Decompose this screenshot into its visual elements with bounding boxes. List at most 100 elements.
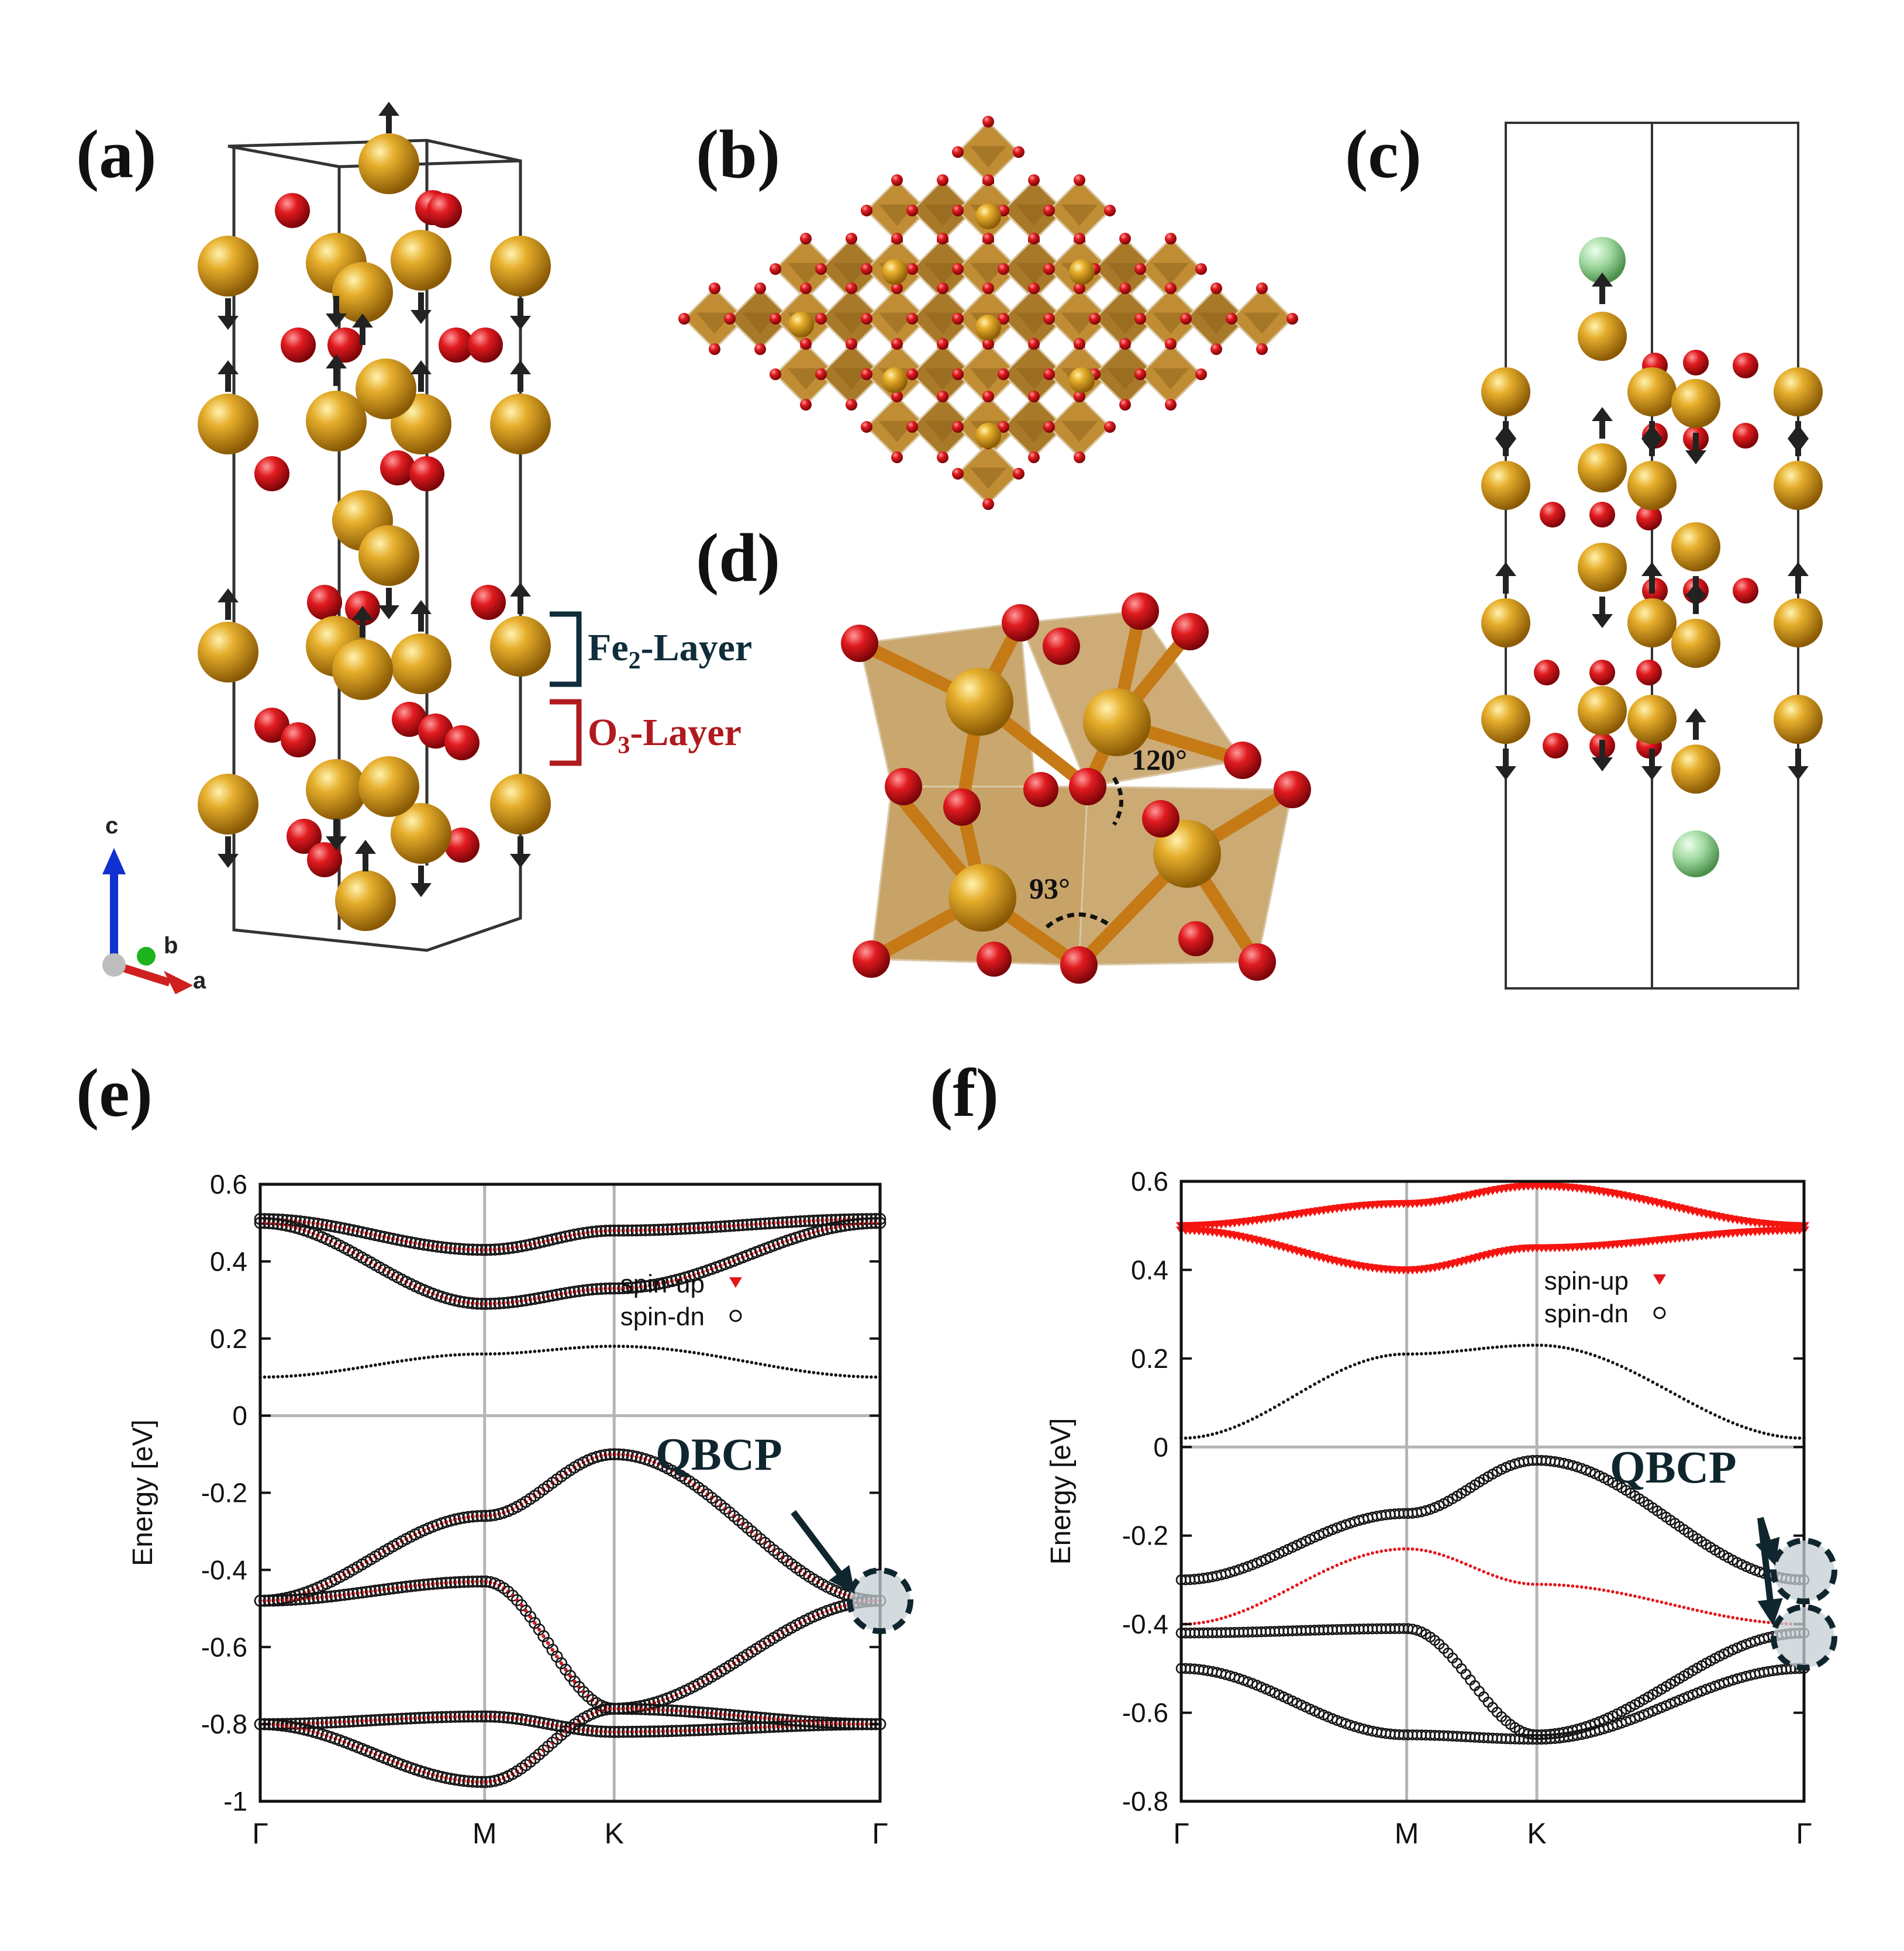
band-point	[856, 1374, 860, 1378]
band-point	[1317, 1380, 1321, 1384]
band-point	[1219, 1430, 1223, 1434]
o-atom	[937, 338, 948, 350]
fe-atom	[1481, 598, 1530, 647]
band-point	[781, 1366, 785, 1370]
panel-a-structure	[102, 102, 551, 994]
o-atom	[1028, 282, 1040, 294]
band-point	[1362, 1360, 1365, 1363]
o-atom	[281, 328, 316, 363]
band-point	[1255, 1415, 1259, 1419]
fe-atom	[198, 622, 258, 682]
band-point	[276, 1375, 280, 1378]
fe-atom	[1578, 443, 1627, 492]
y-tick-label: -0.2	[201, 1478, 247, 1508]
band-point	[387, 1361, 391, 1365]
octahedron-face	[1106, 263, 1144, 284]
o-atom	[800, 233, 812, 244]
fe-atom	[1627, 461, 1677, 510]
legend-marker-dn	[729, 1309, 742, 1322]
band-point	[1713, 1413, 1717, 1417]
band-point	[1535, 1343, 1539, 1347]
band-point	[1451, 1350, 1454, 1353]
o-atom	[1540, 502, 1565, 528]
spin-arrow-head	[1592, 614, 1613, 628]
band-point	[1602, 1588, 1606, 1592]
band-point	[1562, 1583, 1566, 1587]
spin-arrow-head	[1592, 407, 1613, 421]
band-point	[1526, 1343, 1530, 1347]
o-atom	[1142, 800, 1179, 837]
fe-atom	[1774, 461, 1823, 510]
dopant-atom	[1672, 830, 1719, 877]
band-point	[1482, 1346, 1486, 1350]
o-atom	[861, 421, 872, 433]
band-point	[727, 1357, 732, 1360]
band-point	[1228, 1614, 1232, 1618]
band-point	[1691, 1608, 1695, 1611]
band-point	[670, 1348, 674, 1352]
band-point	[1557, 1583, 1561, 1587]
band-point	[1598, 1355, 1601, 1359]
band-point	[1548, 1344, 1553, 1347]
band-point	[1224, 1615, 1227, 1619]
band-point	[1410, 1547, 1415, 1551]
fe-atom	[1671, 379, 1720, 428]
o-atom	[1733, 578, 1758, 604]
band-point	[608, 1345, 612, 1348]
band-point-up	[533, 1621, 537, 1625]
band-point	[1340, 1562, 1343, 1566]
fe-atom	[1069, 367, 1095, 393]
band-point	[634, 1345, 639, 1349]
o-atom	[1069, 768, 1106, 805]
fe-atom	[306, 391, 367, 451]
panel-label-c: (c)	[1345, 116, 1422, 192]
band-point	[1272, 1405, 1277, 1409]
band-point	[1668, 1602, 1672, 1606]
band-point	[1637, 1595, 1641, 1599]
band-point	[1784, 1435, 1788, 1439]
band-point	[1322, 1377, 1326, 1381]
panel-b-structure	[678, 116, 1298, 510]
band-point	[630, 1345, 634, 1349]
band-point	[333, 1369, 337, 1373]
band-point	[1348, 1558, 1352, 1562]
band-point	[851, 1374, 856, 1378]
legend-marker-dn	[1653, 1307, 1666, 1319]
band-point	[369, 1364, 373, 1368]
band-point	[1726, 1419, 1730, 1423]
o-atom	[998, 313, 1009, 325]
band-point	[1611, 1360, 1615, 1364]
o-atom	[891, 174, 903, 186]
band-point	[480, 1352, 484, 1356]
band-point	[1268, 1597, 1272, 1601]
band-point	[581, 1345, 585, 1349]
y-tick-label: 0	[232, 1401, 247, 1431]
legend-marker-up	[729, 1277, 742, 1288]
band-point	[1522, 1343, 1526, 1347]
fe-atom	[1578, 543, 1627, 592]
band-point	[719, 1355, 723, 1359]
o-atom	[846, 282, 857, 294]
band-point	[1499, 1345, 1503, 1349]
band-point	[1308, 1576, 1312, 1580]
spin-arrow-head	[355, 840, 376, 854]
band-point	[555, 1347, 559, 1352]
band-point-up	[524, 1609, 528, 1613]
band-point	[405, 1359, 408, 1362]
o-atom	[1165, 399, 1177, 411]
band-point	[1624, 1592, 1628, 1596]
legend-label: spin-dn	[1544, 1299, 1629, 1328]
band-point	[1366, 1552, 1370, 1556]
band-point	[1330, 1566, 1334, 1569]
fe-atom	[1481, 461, 1530, 510]
band-point	[1272, 1595, 1277, 1598]
band-point	[1353, 1363, 1357, 1367]
band-point	[665, 1347, 670, 1351]
o-atom	[409, 456, 444, 491]
o-atom	[1134, 263, 1146, 275]
band-point	[449, 1353, 453, 1357]
o-atom	[937, 233, 948, 244]
band-point	[1758, 1430, 1761, 1434]
y-tick-label: 0.6	[210, 1169, 247, 1199]
